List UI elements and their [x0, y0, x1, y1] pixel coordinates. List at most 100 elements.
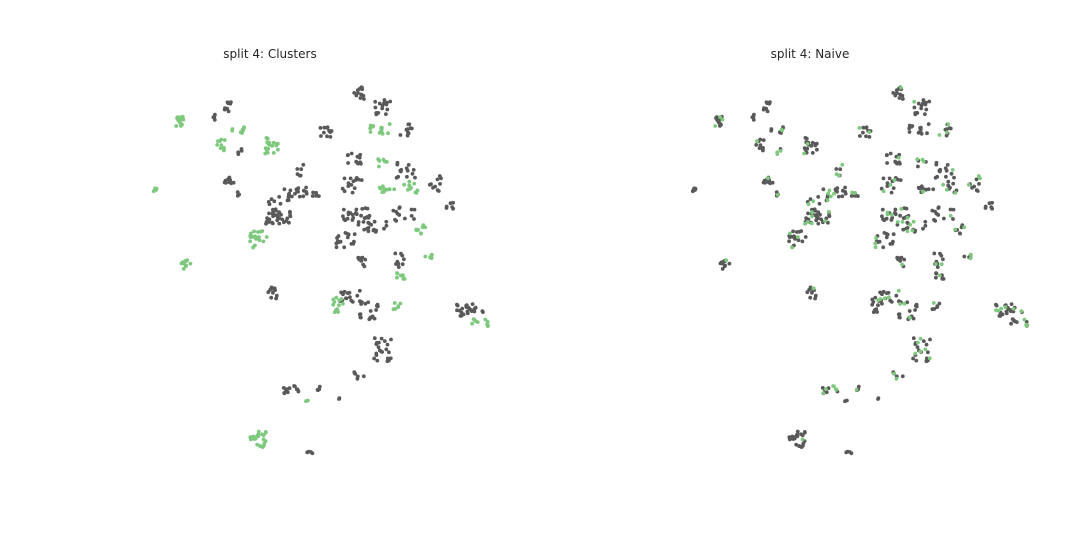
test-point	[953, 191, 958, 195]
train-point	[395, 160, 400, 165]
test-point	[179, 117, 184, 121]
test-point	[407, 183, 412, 188]
test-point	[402, 182, 406, 187]
train-point	[387, 350, 391, 355]
train-point	[937, 168, 942, 173]
test-point	[396, 304, 401, 309]
train-point	[362, 264, 367, 269]
train-point	[285, 390, 290, 395]
train-point	[373, 105, 378, 110]
train-point	[363, 257, 368, 262]
train-point	[887, 176, 892, 181]
train-point	[898, 213, 902, 218]
train-point	[343, 231, 348, 235]
train-point	[1014, 320, 1019, 324]
train-point	[876, 396, 881, 401]
test-point	[803, 221, 807, 226]
panel-clusters: split 4: Clusters	[151, 47, 490, 456]
test-point	[181, 261, 186, 266]
train-point	[807, 288, 811, 292]
test-point	[222, 138, 227, 143]
test-point	[263, 146, 268, 151]
train-point	[861, 130, 865, 135]
train-point	[396, 174, 401, 179]
train-point	[858, 134, 862, 138]
train-point	[727, 261, 732, 266]
train-point	[350, 300, 355, 304]
train-point	[898, 92, 902, 97]
test-point	[832, 191, 836, 196]
train-point	[268, 288, 272, 292]
train-point	[838, 167, 843, 172]
train-point	[843, 399, 847, 404]
test-point	[892, 371, 896, 376]
train-point	[223, 178, 228, 183]
train-point	[840, 188, 845, 193]
test-point	[720, 117, 725, 122]
test-point	[377, 164, 381, 169]
test-point	[911, 219, 916, 224]
test-point	[219, 143, 224, 148]
test-point	[912, 99, 917, 104]
train-point	[787, 235, 792, 240]
train-point	[405, 174, 409, 179]
train-point	[911, 316, 916, 321]
train-point	[341, 207, 346, 212]
test-point	[485, 324, 490, 329]
train-point	[269, 197, 274, 202]
train-point	[335, 236, 339, 240]
train-point	[881, 176, 886, 181]
test-point	[252, 229, 256, 234]
train-point	[410, 171, 415, 176]
train-point	[765, 109, 770, 114]
train-point	[358, 312, 363, 317]
train-point	[918, 125, 923, 130]
train-point	[264, 221, 268, 226]
train-point	[877, 239, 882, 244]
train-point	[460, 306, 465, 311]
train-point	[346, 184, 351, 189]
train-point	[459, 314, 464, 318]
train-point	[325, 134, 329, 139]
train-point	[355, 154, 360, 159]
train-point	[921, 339, 926, 343]
train-point	[339, 290, 343, 295]
test-point	[260, 229, 265, 234]
test-point	[262, 441, 267, 446]
train-point	[885, 181, 890, 186]
train-point	[448, 201, 453, 206]
train-point	[352, 232, 357, 237]
train-point	[353, 371, 357, 376]
train-point	[1008, 309, 1013, 313]
test-point	[414, 227, 419, 232]
train-point	[342, 289, 347, 294]
train-point	[809, 144, 814, 148]
train-point	[372, 336, 377, 341]
test-point	[370, 124, 375, 129]
test-point	[304, 399, 308, 404]
train-point	[393, 251, 398, 256]
test-point	[821, 391, 826, 395]
train-point	[346, 232, 351, 237]
test-point	[334, 295, 339, 300]
train-point	[761, 138, 766, 143]
train-point	[294, 188, 299, 193]
train-point	[934, 275, 938, 280]
train-point	[282, 187, 287, 192]
train-point	[272, 287, 277, 292]
train-point	[874, 307, 879, 311]
train-point	[292, 384, 296, 388]
test-point	[826, 191, 831, 196]
train-point	[891, 91, 896, 95]
test-point	[834, 387, 839, 392]
test-point	[260, 432, 264, 437]
train-point	[367, 317, 372, 322]
train-point	[368, 309, 373, 313]
train-point	[893, 212, 898, 217]
train-point	[372, 219, 377, 224]
train-point	[802, 430, 807, 435]
test-point	[899, 85, 903, 90]
train-point	[900, 374, 905, 379]
train-point	[354, 159, 359, 164]
